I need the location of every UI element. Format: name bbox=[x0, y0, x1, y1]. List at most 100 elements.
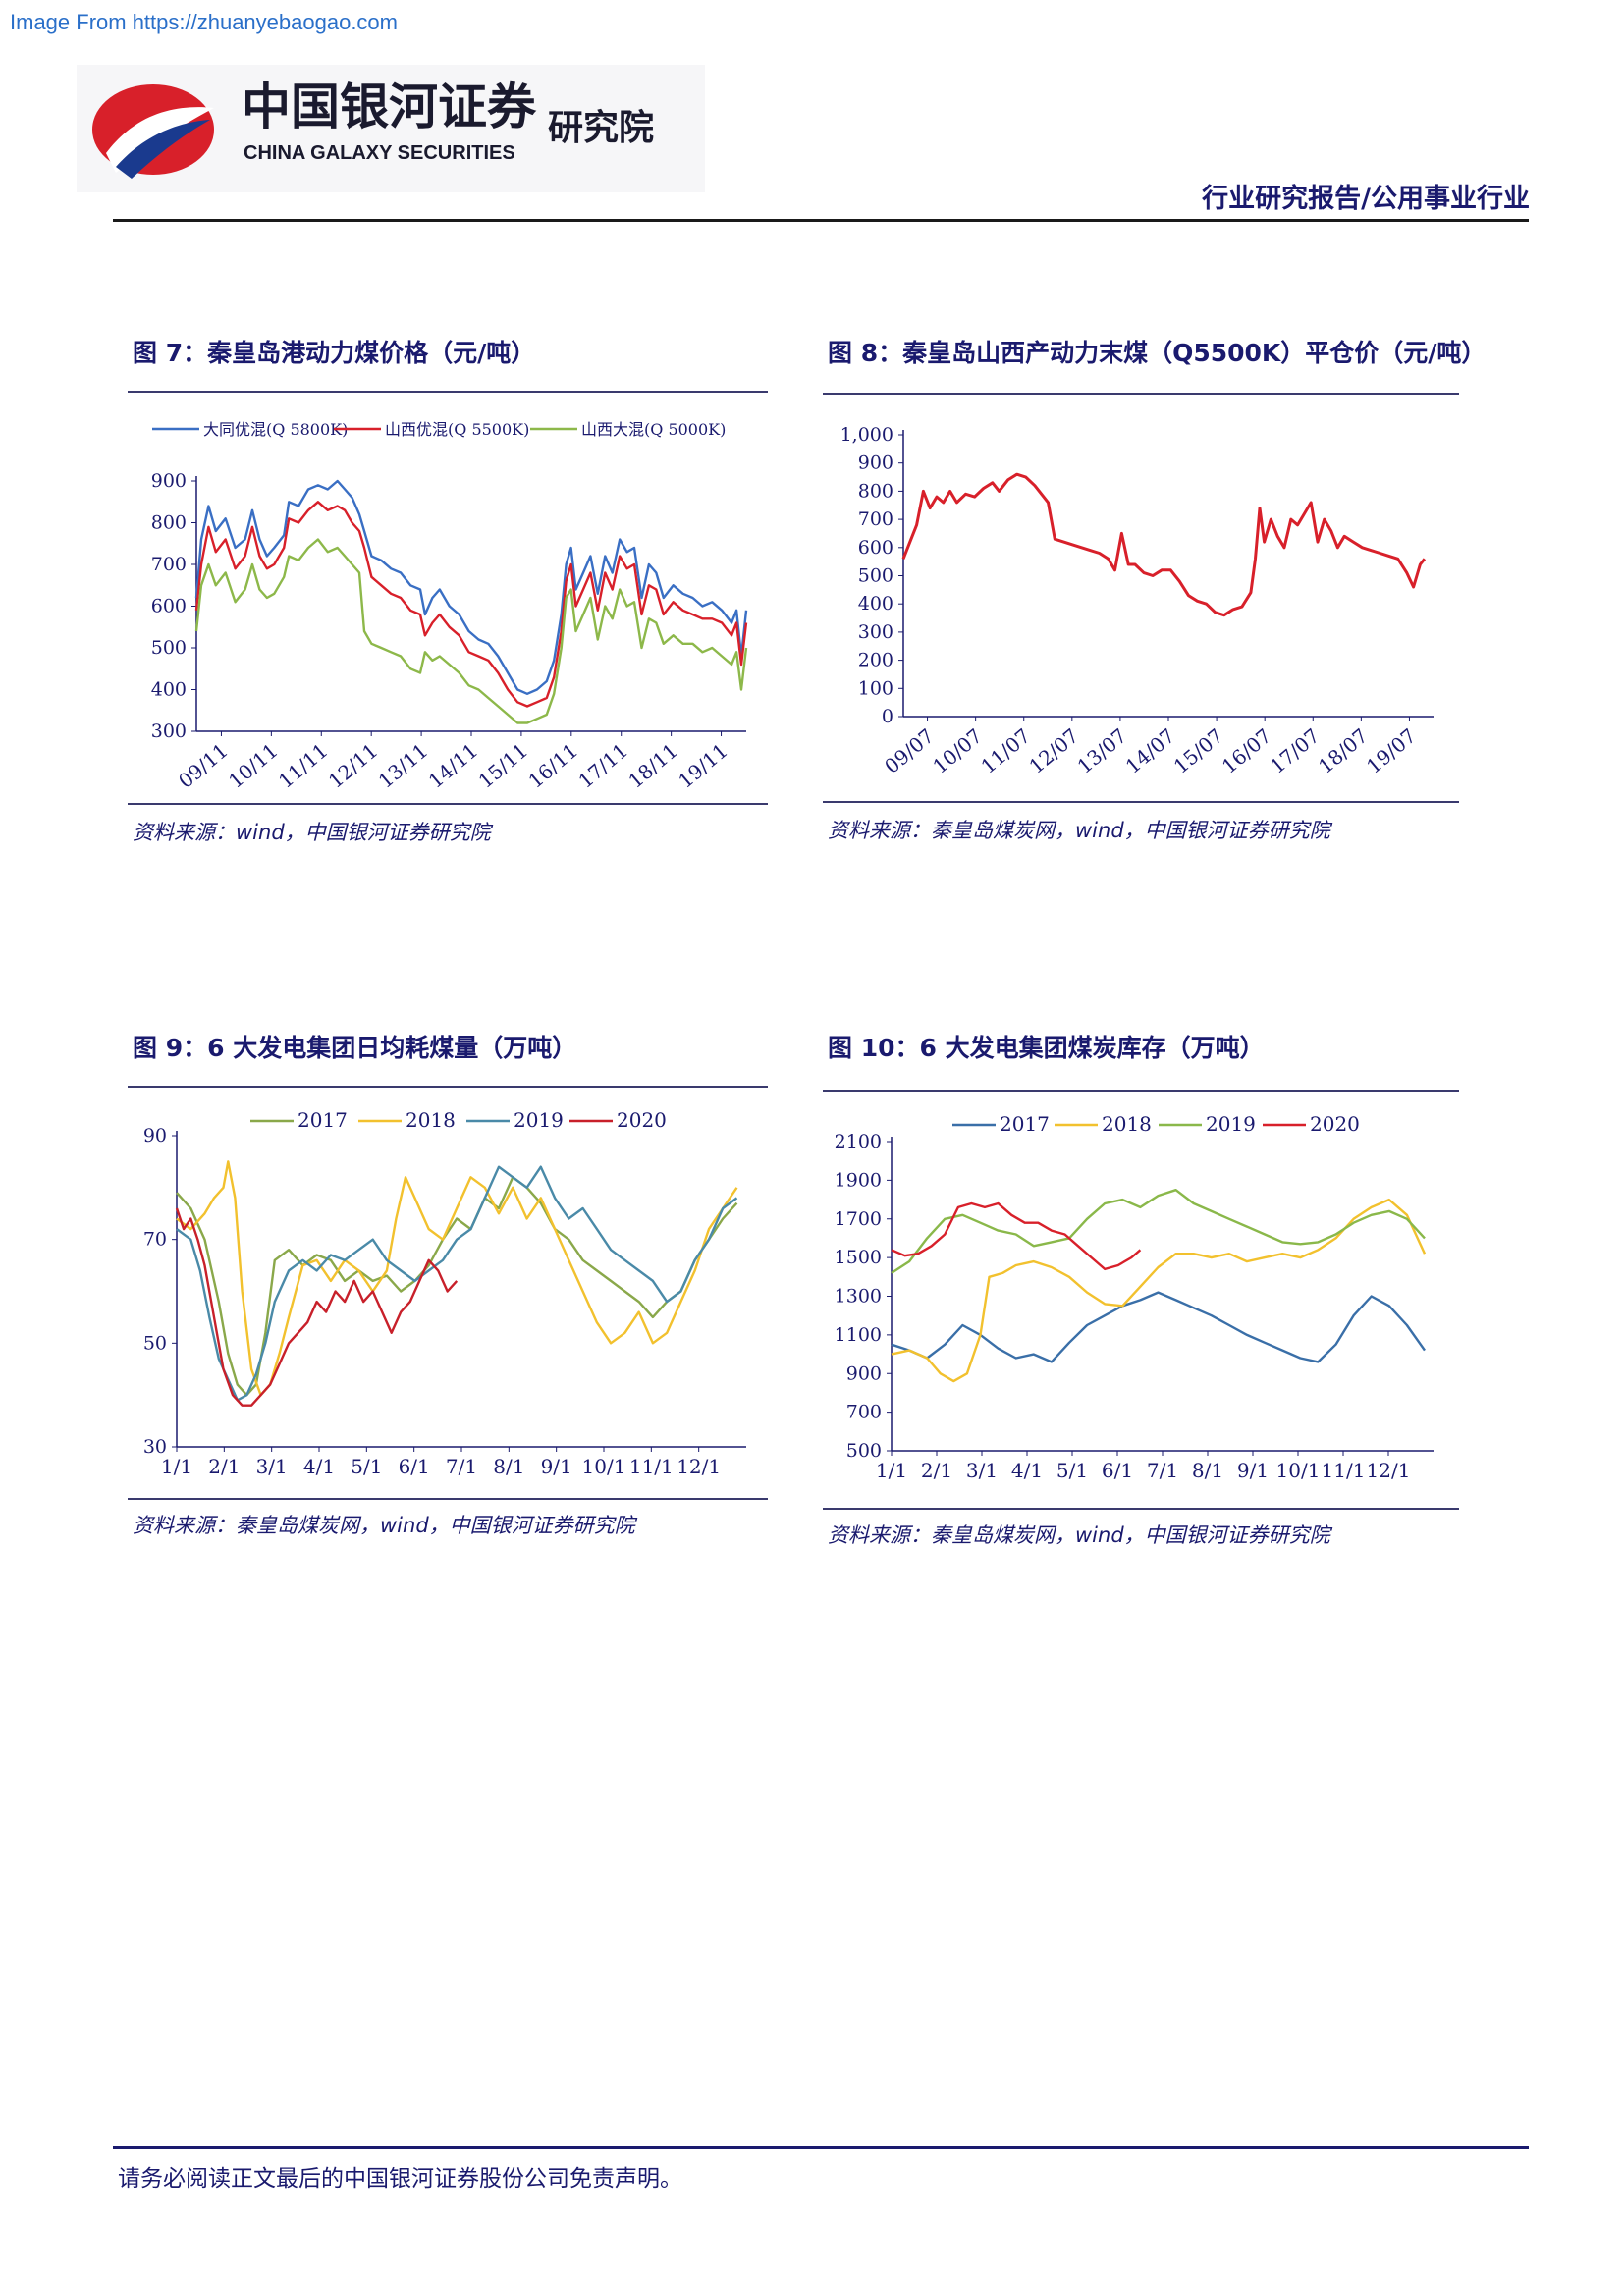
y-tick-label: 900 bbox=[846, 1362, 882, 1384]
series-line-price bbox=[901, 472, 1427, 617]
series-line-山西大混(Q 5000K) bbox=[194, 538, 748, 724]
series-line-2019 bbox=[176, 1165, 738, 1402]
figure-9-title: 图 9：6 大发电集团日均耗煤量（万吨） bbox=[133, 1034, 577, 1062]
x-tick-label: 9/1 bbox=[1237, 1459, 1269, 1482]
figure-10-chart: 500 700 900 1100 1300 1500 1700 1900 2100 1/1 2/1 3… bbox=[835, 1112, 1434, 1482]
x-tick-label: 16/11 bbox=[523, 738, 582, 792]
x-tick-label: 2/1 bbox=[208, 1455, 240, 1478]
x-tick-label: 6/1 bbox=[399, 1455, 430, 1478]
figure-7-title: 图 7：秦皇岛港动力煤价格（元/吨） bbox=[133, 339, 536, 367]
y-tick-label: 30 bbox=[143, 1436, 167, 1458]
legend-label: 2018 bbox=[1102, 1112, 1152, 1136]
footer-disclaimer: 请务必阅读正文最后的中国银河证券股份公司免责声明。 bbox=[118, 2166, 682, 2192]
figure-9-source: 资料来源：秦皇岛煤炭网，wind，中国银河证券研究院 bbox=[133, 1514, 635, 1537]
x-tick-label: 12/1 bbox=[677, 1455, 721, 1478]
figure-9-top-rule bbox=[128, 1086, 768, 1088]
legend-label: 2019 bbox=[1206, 1112, 1256, 1136]
y-tick-label: 500 bbox=[858, 565, 893, 587]
y-tick-label: 400 bbox=[151, 679, 187, 701]
report-category: 行业研究报告/公用事业行业 bbox=[1202, 184, 1530, 214]
x-tick-label: 11/07 bbox=[976, 723, 1035, 777]
figure-10-top-rule bbox=[823, 1090, 1459, 1092]
y-tick-label: 300 bbox=[151, 721, 187, 742]
figure-10-source: 资料来源：秦皇岛煤炭网，wind，中国银河证券研究院 bbox=[828, 1523, 1330, 1547]
x-tick-label: 19/11 bbox=[674, 738, 732, 792]
y-tick-label: 700 bbox=[858, 508, 893, 530]
series-line-2019 bbox=[891, 1189, 1426, 1274]
brand-name-cn: 中国银河证券 bbox=[242, 79, 537, 135]
legend-label: 2019 bbox=[514, 1108, 564, 1132]
series-line-2017 bbox=[891, 1291, 1426, 1363]
brand-name-en: CHINA GALAXY SECURITIES bbox=[244, 142, 515, 164]
x-tick-label: 17/11 bbox=[573, 738, 632, 792]
x-tick-label: 10/1 bbox=[1276, 1459, 1321, 1482]
x-tick-label: 4/1 bbox=[303, 1455, 335, 1478]
x-tick-label: 15/11 bbox=[474, 738, 533, 792]
x-tick-label: 6/1 bbox=[1102, 1459, 1133, 1482]
x-tick-label: 11/11 bbox=[274, 738, 333, 792]
figure-7-source: 资料来源：wind，中国银河证券研究院 bbox=[133, 821, 491, 844]
y-tick-label: 1300 bbox=[835, 1286, 882, 1308]
figure-7-chart: 300 400 500 600 700 800 900 09/1110/1111/1112/1… bbox=[151, 420, 748, 793]
legend-label: 2020 bbox=[1310, 1112, 1360, 1136]
series-line-2020 bbox=[175, 1207, 459, 1407]
brand-logo: 中国银河证券 CHINA GALAXY SECURITIES 研究院 bbox=[77, 65, 705, 192]
x-tick-label: 10/1 bbox=[582, 1455, 626, 1478]
y-tick-label: 1500 bbox=[835, 1247, 882, 1268]
series-line-2020 bbox=[891, 1201, 1142, 1271]
y-tick-label: 800 bbox=[151, 512, 187, 534]
x-tick-label: 10/11 bbox=[224, 738, 283, 792]
y-tick-label: 1,000 bbox=[840, 424, 893, 446]
x-tick-label: 17/07 bbox=[1266, 723, 1325, 777]
y-tick-label: 1700 bbox=[835, 1208, 882, 1230]
y-tick-label: 600 bbox=[151, 596, 187, 617]
y-tick-label: 50 bbox=[143, 1332, 167, 1354]
legend-label: 2017 bbox=[298, 1108, 348, 1132]
x-tick-label: 18/11 bbox=[623, 738, 682, 792]
y-tick-label: 1900 bbox=[835, 1169, 882, 1191]
figure-8-chart: 0 100 200 300 400 500 600 700 800 900 1,000 09/0710… bbox=[840, 424, 1434, 778]
x-tick-label: 11/1 bbox=[1322, 1459, 1366, 1482]
series-line-山西优混(Q 5500K) bbox=[194, 501, 748, 708]
legend-label: 山西优混(Q 5500K) bbox=[385, 420, 529, 439]
x-tick-label: 13/11 bbox=[374, 738, 433, 792]
x-tick-label: 18/07 bbox=[1314, 723, 1373, 777]
figure-7-top-rule bbox=[128, 391, 768, 393]
y-tick-label: 600 bbox=[858, 537, 893, 559]
y-tick-label: 500 bbox=[151, 637, 187, 659]
x-tick-label: 19/07 bbox=[1362, 723, 1421, 777]
figure-8-bottom-rule bbox=[823, 801, 1459, 803]
x-tick-label: 11/1 bbox=[629, 1455, 674, 1478]
x-tick-label: 5/1 bbox=[1056, 1459, 1088, 1482]
x-tick-label: 7/1 bbox=[446, 1455, 477, 1478]
footer-rule bbox=[113, 2146, 1529, 2149]
series-line-2018 bbox=[891, 1198, 1427, 1383]
legend-label: 2020 bbox=[617, 1108, 667, 1132]
y-tick-label: 1100 bbox=[835, 1324, 882, 1346]
x-tick-label: 09/11 bbox=[174, 738, 233, 792]
y-tick-label: 500 bbox=[846, 1440, 882, 1462]
y-tick-label: 100 bbox=[858, 677, 893, 699]
watermark-text: Image From https://zhuanyebaogao.com bbox=[10, 10, 398, 34]
figure-8-title: 图 8：秦皇岛山西产动力末煤（Q5500K）平仓价（元/吨） bbox=[828, 339, 1487, 367]
x-tick-label: 13/07 bbox=[1073, 723, 1132, 777]
x-tick-label: 7/1 bbox=[1147, 1459, 1178, 1482]
legend-label: 2018 bbox=[406, 1108, 456, 1132]
x-tick-label: 12/1 bbox=[1367, 1459, 1411, 1482]
x-tick-label: 2/1 bbox=[921, 1459, 952, 1482]
x-tick-label: 15/07 bbox=[1169, 723, 1228, 777]
x-tick-label: 14/11 bbox=[424, 738, 483, 792]
y-tick-label: 300 bbox=[858, 621, 893, 643]
x-tick-label: 1/1 bbox=[876, 1459, 907, 1482]
galaxy-logo-icon: 中国银河证券 CHINA GALAXY SECURITIES 研究院 bbox=[77, 65, 705, 192]
figure-9-bottom-rule bbox=[128, 1498, 768, 1500]
x-tick-label: 8/1 bbox=[1192, 1459, 1223, 1482]
x-tick-label: 1/1 bbox=[161, 1455, 192, 1478]
y-tick-label: 900 bbox=[151, 470, 187, 492]
legend-label: 2017 bbox=[1000, 1112, 1050, 1136]
y-tick-label: 700 bbox=[846, 1402, 882, 1423]
y-tick-label: 700 bbox=[151, 554, 187, 575]
y-tick-label: 70 bbox=[143, 1229, 167, 1251]
series-line-2018 bbox=[176, 1160, 738, 1397]
y-tick-label: 900 bbox=[858, 453, 893, 474]
